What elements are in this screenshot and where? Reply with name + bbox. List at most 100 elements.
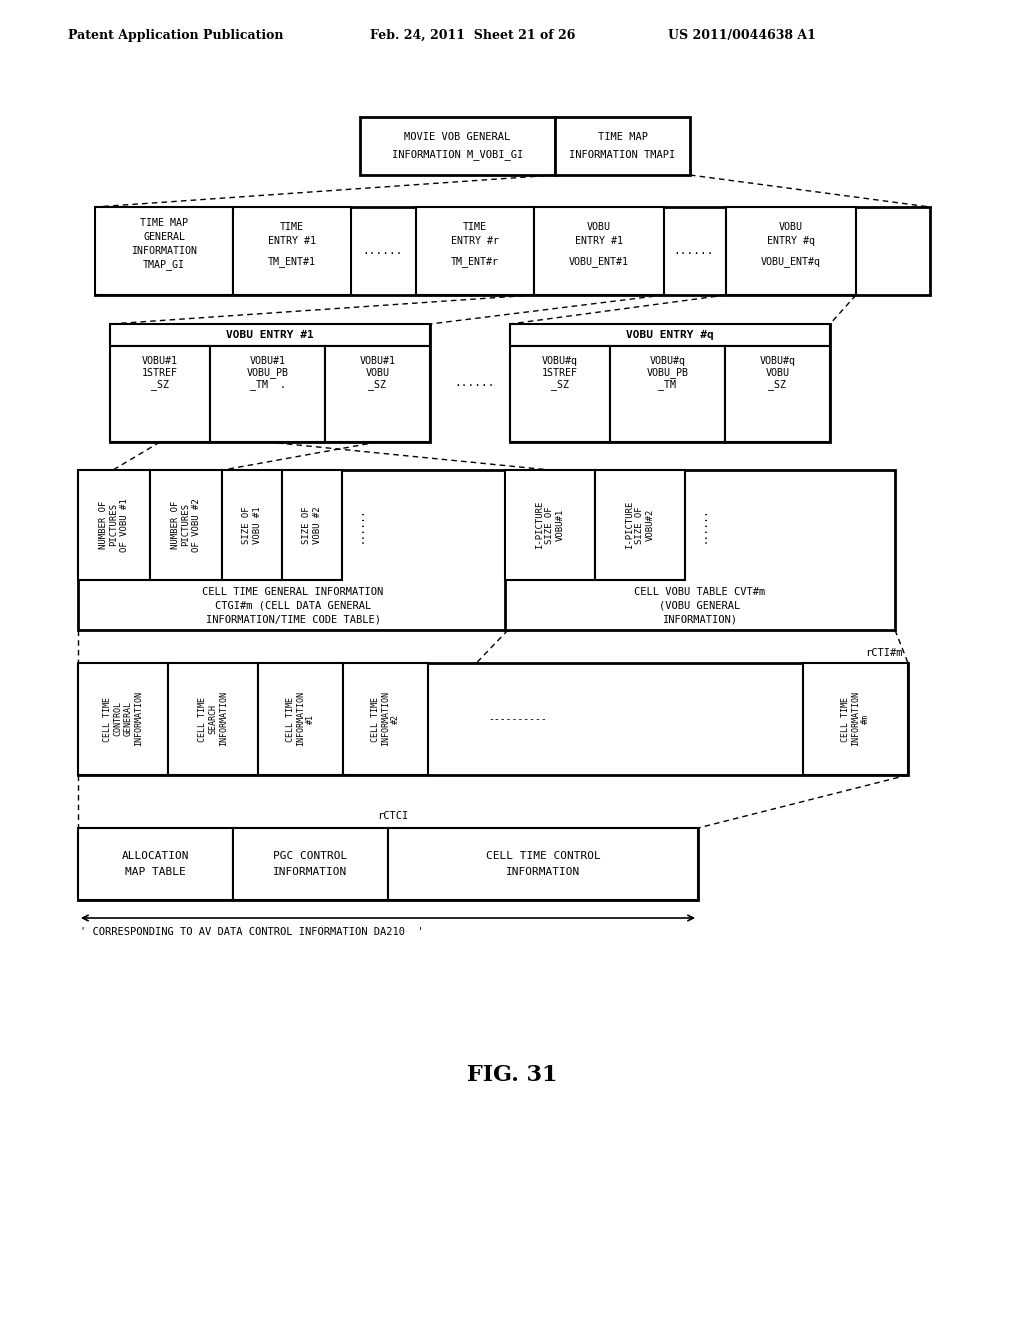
Text: CELL TIME CONTROL: CELL TIME CONTROL	[485, 851, 600, 861]
Text: US 2011/0044638 A1: US 2011/0044638 A1	[668, 29, 816, 41]
Text: ENTRY #1: ENTRY #1	[268, 236, 316, 246]
Text: VOBU_ENT#1: VOBU_ENT#1	[569, 256, 629, 268]
Text: INFORMATION: INFORMATION	[506, 867, 581, 876]
Bar	[210, 346, 325, 442]
Text: TIME: TIME	[463, 222, 487, 232]
Bar	[258, 663, 343, 775]
Text: TIME: TIME	[280, 222, 304, 232]
Text: _SZ: _SZ	[151, 380, 169, 391]
Text: VOBU#1: VOBU#1	[142, 356, 178, 366]
Text: VOBU#q: VOBU#q	[649, 356, 685, 366]
Bar	[95, 207, 233, 294]
Text: CELL TIME
CONTROL
GENERAL
INFORMATION: CELL TIME CONTROL GENERAL INFORMATION	[102, 692, 143, 747]
Bar	[725, 346, 830, 442]
Text: rCTI#m: rCTI#m	[865, 648, 903, 657]
Text: VOBU#q: VOBU#q	[542, 356, 578, 366]
Text: INFORMATION: INFORMATION	[131, 246, 197, 256]
Text: VOBU: VOBU	[766, 368, 790, 378]
Text: ......: ......	[698, 507, 708, 543]
Text: 1STREF: 1STREF	[142, 368, 178, 378]
Text: _SZ: _SZ	[768, 380, 786, 391]
Text: _SZ: _SZ	[369, 380, 386, 391]
Text: TIME MAP: TIME MAP	[597, 132, 647, 143]
Text: VOBU_ENT#q: VOBU_ENT#q	[761, 256, 821, 268]
Text: PGC CONTROL: PGC CONTROL	[273, 851, 347, 861]
Text: _TM  .: _TM .	[250, 380, 286, 391]
Text: I-PICTURE
SIZE OF
VOBU#2: I-PICTURE SIZE OF VOBU#2	[625, 500, 655, 549]
Bar	[360, 117, 555, 176]
Bar	[110, 323, 430, 346]
Text: Feb. 24, 2011  Sheet 21 of 26: Feb. 24, 2011 Sheet 21 of 26	[370, 29, 575, 41]
Bar	[95, 207, 930, 294]
Text: SIZE OF
VOBU #1: SIZE OF VOBU #1	[243, 506, 262, 544]
Text: VOBU ENTRY #1: VOBU ENTRY #1	[226, 330, 314, 341]
Text: INFORMATION): INFORMATION)	[663, 615, 737, 624]
Bar	[388, 828, 698, 900]
Bar	[282, 470, 342, 579]
Bar	[595, 470, 685, 579]
Text: 1STREF: 1STREF	[542, 368, 578, 378]
Text: VOBU_PB: VOBU_PB	[247, 367, 289, 379]
Text: GENERAL: GENERAL	[143, 232, 185, 242]
Bar	[78, 470, 150, 579]
Bar	[610, 346, 725, 442]
Text: FIG. 31: FIG. 31	[467, 1064, 557, 1086]
Text: CELL TIME
SEARCH
INFORMATION: CELL TIME SEARCH INFORMATION	[198, 692, 228, 747]
Bar	[233, 828, 388, 900]
Text: MOVIE VOB GENERAL: MOVIE VOB GENERAL	[404, 132, 511, 143]
Text: VOBU#q: VOBU#q	[760, 356, 796, 366]
Text: ......: ......	[674, 246, 715, 256]
Text: CELL TIME GENERAL INFORMATION: CELL TIME GENERAL INFORMATION	[203, 587, 384, 597]
Text: TMAP_GI: TMAP_GI	[143, 260, 185, 271]
Text: INFORMATION: INFORMATION	[273, 867, 347, 876]
Text: ENTRY #r: ENTRY #r	[451, 236, 499, 246]
Text: TIME MAP: TIME MAP	[140, 218, 188, 228]
Bar	[803, 663, 908, 775]
Text: CELL VOBU TABLE CVT#m: CELL VOBU TABLE CVT#m	[635, 587, 766, 597]
Bar	[168, 663, 258, 775]
Text: ' CORRESPONDING TO AV DATA CONTROL INFORMATION DA210  ': ' CORRESPONDING TO AV DATA CONTROL INFOR…	[80, 927, 424, 937]
Text: ALLOCATION: ALLOCATION	[122, 851, 189, 861]
Text: ......: ......	[362, 246, 403, 256]
Text: SIZE OF
VOBU #2: SIZE OF VOBU #2	[302, 506, 322, 544]
Text: MAP TABLE: MAP TABLE	[125, 867, 186, 876]
Bar	[78, 828, 233, 900]
Bar	[325, 346, 430, 442]
Text: VOBU: VOBU	[366, 368, 389, 378]
Text: INFORMATION/TIME CODE TABLE): INFORMATION/TIME CODE TABLE)	[206, 615, 381, 624]
Text: TM_ENT#1: TM_ENT#1	[268, 256, 316, 268]
Bar	[233, 207, 351, 294]
Bar	[510, 323, 830, 442]
Bar	[110, 323, 430, 442]
Text: INFORMATION M_VOBI_GI: INFORMATION M_VOBI_GI	[392, 149, 523, 160]
Text: ----------: ----------	[488, 714, 548, 723]
Bar	[505, 470, 595, 579]
Bar	[150, 470, 222, 579]
Bar	[534, 207, 664, 294]
Text: I-PICTURE
SIZE OF
VOBU#1: I-PICTURE SIZE OF VOBU#1	[536, 500, 565, 549]
Text: VOBU_PB: VOBU_PB	[646, 367, 688, 379]
Bar	[110, 346, 210, 442]
Text: CELL TIME
INFORMATION
#2: CELL TIME INFORMATION #2	[371, 692, 400, 747]
Text: CELL TIME
INFORMATION
#m: CELL TIME INFORMATION #m	[841, 692, 870, 747]
Text: ENTRY #1: ENTRY #1	[575, 236, 623, 246]
Text: CELL TIME
INFORMATION
#1: CELL TIME INFORMATION #1	[286, 692, 315, 747]
Bar	[726, 207, 856, 294]
Text: INFORMATION TMAPI: INFORMATION TMAPI	[569, 149, 676, 160]
Text: ......: ......	[355, 507, 365, 543]
Bar	[78, 828, 698, 900]
Text: ENTRY #q: ENTRY #q	[767, 236, 815, 246]
Bar	[510, 346, 610, 442]
Text: _TM: _TM	[658, 380, 677, 391]
Text: NUMBER OF
PICTURES
OF VOBU #1: NUMBER OF PICTURES OF VOBU #1	[99, 498, 129, 552]
Text: VOBU: VOBU	[779, 222, 803, 232]
Text: _SZ: _SZ	[551, 380, 569, 391]
Text: Patent Application Publication: Patent Application Publication	[68, 29, 284, 41]
Text: ......: ......	[455, 378, 496, 388]
Bar	[510, 323, 830, 346]
Text: CTGI#m (CELL DATA GENERAL: CTGI#m (CELL DATA GENERAL	[215, 601, 371, 611]
Bar	[505, 470, 895, 630]
Text: TM_ENT#r: TM_ENT#r	[451, 256, 499, 268]
Text: rCTCI: rCTCI	[378, 810, 409, 821]
Bar	[78, 663, 168, 775]
